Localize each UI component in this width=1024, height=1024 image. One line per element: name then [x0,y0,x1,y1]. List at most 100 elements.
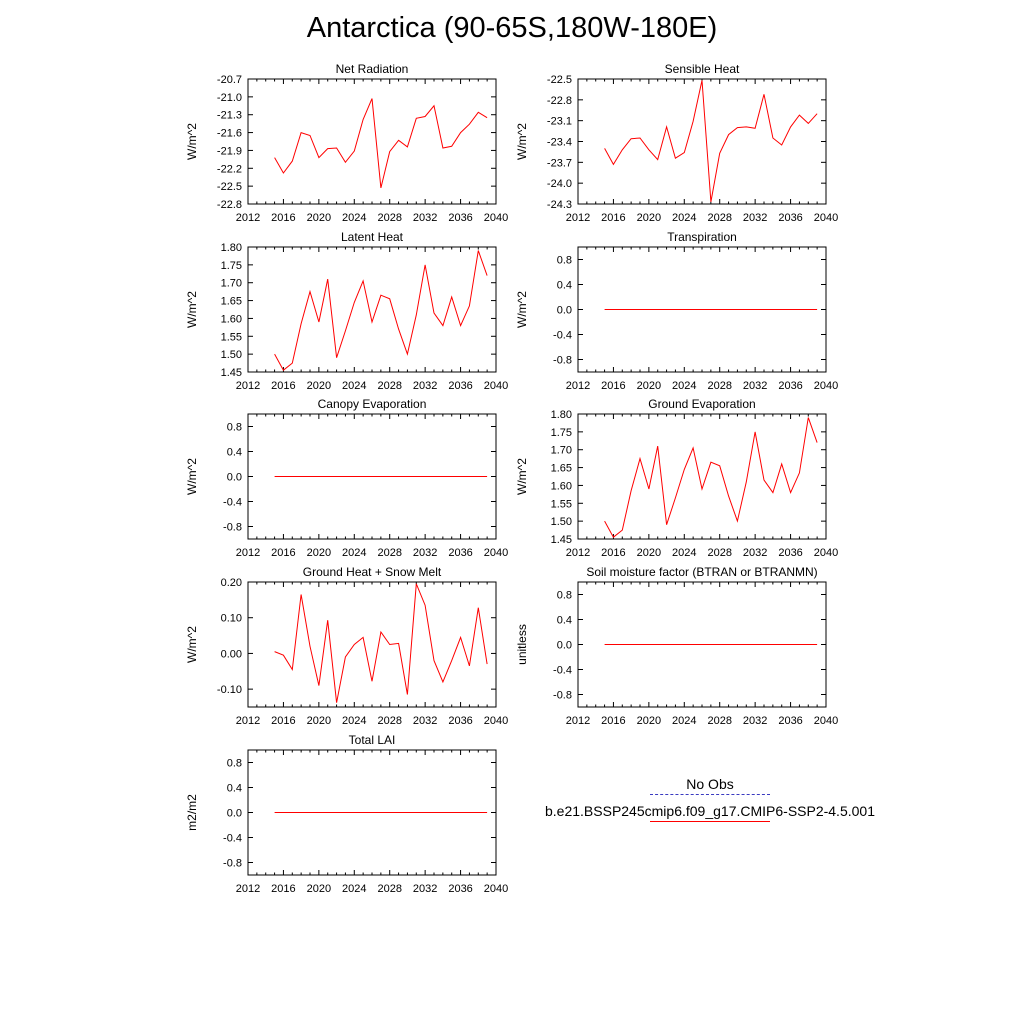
chart-6-xtick-label: 2016 [601,547,625,559]
chart-7-xtick-label: 2020 [307,715,331,727]
chart-2-title: Sensible Heat [665,62,740,76]
chart-7-ylabel: W/m^2 [185,626,199,663]
chart-9-xtick-label: 2016 [271,883,295,895]
chart-9-xtick-label: 2028 [377,883,401,895]
chart-6-frame [577,413,827,540]
chart-1-frame [247,78,497,205]
chart-1-xtick-label: 2028 [377,212,401,224]
chart-4-ytick-label: -0.8 [553,355,572,367]
chart-7-xtick-label: 2016 [271,715,295,727]
legend-obs-label: No Obs [686,776,734,792]
chart-7-frame [247,581,497,708]
chart-8-xtick-label: 2016 [601,715,625,727]
chart-2-ylabel: W/m^2 [515,123,529,160]
chart-8-xtick-label: 2040 [814,715,838,727]
chart-4-ylabel: W/m^2 [515,291,529,328]
chart-9-xtick-label: 2024 [342,883,366,895]
chart-4-title: Transpiration [667,230,737,244]
chart-5-xtick-label: 2012 [236,547,260,559]
chart-6-xtick-label: 2032 [743,547,767,559]
chart-5-title: Canopy Evaporation [318,397,427,411]
chart-4-xtick-label: 2012 [566,380,590,392]
chart-1-ytick-label: -22.5 [217,181,242,193]
chart-9-xtick-label: 2032 [413,883,437,895]
chart-6-title: Ground Evaporation [648,397,755,411]
chart-2-ytick-label: -23.4 [547,137,572,149]
chart-2-ytick-label: -23.1 [547,116,572,128]
chart-1-ytick-label: -21.9 [217,145,242,157]
chart-8-xtick-label: 2032 [743,715,767,727]
chart-6-ytick-label: 1.45 [551,534,572,546]
chart-1-xtick-label: 2024 [342,212,366,224]
chart-3-ytick-label: 1.70 [221,278,242,290]
chart-3-ytick-label: 1.60 [221,313,242,325]
chart-4-xtick-label: 2036 [778,380,802,392]
chart-2-xtick-label: 2032 [743,212,767,224]
chart-4-xtick-label: 2028 [707,380,731,392]
chart-7-xtick-label: 2040 [484,715,508,727]
chart-2-series-line [604,80,818,202]
chart-8-title: Soil moisture factor (BTRAN or BTRANMN) [586,565,817,579]
chart-7-series-line [274,583,488,703]
chart-2-ytick-label: -23.7 [547,157,572,169]
legend: No Obs b.e21.BSSP245cmip6.f09_g17.CMIP6-… [520,776,900,830]
chart-3-xtick-label: 2012 [236,380,260,392]
chart-9-ytick-label: 0.8 [227,758,242,770]
chart-2-frame [577,78,827,205]
chart-3-xtick-label: 2040 [484,380,508,392]
chart-5-ytick-label: -0.8 [223,522,242,534]
chart-6-xtick-label: 2036 [778,547,802,559]
chart-3-ytick-label: 1.80 [221,242,242,254]
chart-3-xtick-label: 2036 [448,380,472,392]
chart-4-ytick-label: 0.0 [557,305,572,317]
chart-9-ylabel: m2/m2 [185,794,199,831]
chart-6-xtick-label: 2028 [707,547,731,559]
chart-7-xtick-label: 2024 [342,715,366,727]
chart-7-ytick-label: 0.00 [221,648,242,660]
chart-3-ytick-label: 1.75 [221,260,242,272]
chart-1-xtick-label: 2012 [236,212,260,224]
chart-7-xtick-label: 2036 [448,715,472,727]
chart-2-xtick-label: 2012 [566,212,590,224]
chart-4-xtick-label: 2020 [637,380,661,392]
chart-2-xtick-label: 2024 [672,212,696,224]
chart-5-xtick-label: 2016 [271,547,295,559]
chart-1-ytick-label: -20.7 [217,74,242,86]
chart-3-ytick-label: 1.55 [221,331,242,343]
chart-6-ytick-label: 1.70 [551,445,572,457]
legend-model-line [650,821,770,822]
chart-6-ytick-label: 1.80 [551,409,572,421]
chart-6-xtick-label: 2024 [672,547,696,559]
chart-9-ytick-label: 0.4 [227,783,242,795]
chart-5-xtick-label: 2036 [448,547,472,559]
chart-8-xtick-label: 2028 [707,715,731,727]
chart-7-ytick-label: 0.10 [221,613,242,625]
chart-5-xtick-label: 2040 [484,547,508,559]
chart-9-xtick-label: 2040 [484,883,508,895]
chart-6-ylabel: W/m^2 [515,458,529,495]
chart-2-ytick-label: -22.5 [547,74,572,86]
chart-3-xtick-label: 2020 [307,380,331,392]
chart-1-xtick-label: 2040 [484,212,508,224]
chart-3-ytick-label: 1.65 [221,296,242,308]
chart-2-xtick-label: 2036 [778,212,802,224]
chart-6-series-line [604,417,818,538]
chart-6-xtick-label: 2020 [637,547,661,559]
chart-4-xtick-label: 2040 [814,380,838,392]
chart-5-ytick-label: 0.0 [227,472,242,484]
chart-7-ytick-label: 0.20 [221,577,242,589]
chart-3-series-line [274,250,488,371]
chart-7-ytick-label: -0.10 [217,684,242,696]
chart-6-ytick-label: 1.50 [551,516,572,528]
chart-1-ytick-label: -22.8 [217,199,242,211]
chart-2-xtick-label: 2040 [814,212,838,224]
chart-2-ytick-label: -24.3 [547,199,572,211]
chart-2-ytick-label: -22.8 [547,95,572,107]
chart-5-xtick-label: 2032 [413,547,437,559]
chart-9-xtick-label: 2036 [448,883,472,895]
chart-1-xtick-label: 2016 [271,212,295,224]
chart-1-ytick-label: -22.2 [217,163,242,175]
chart-9-ytick-label: -0.4 [223,833,242,845]
chart-8-ytick-label: 0.0 [557,640,572,652]
chart-9-xtick-label: 2020 [307,883,331,895]
